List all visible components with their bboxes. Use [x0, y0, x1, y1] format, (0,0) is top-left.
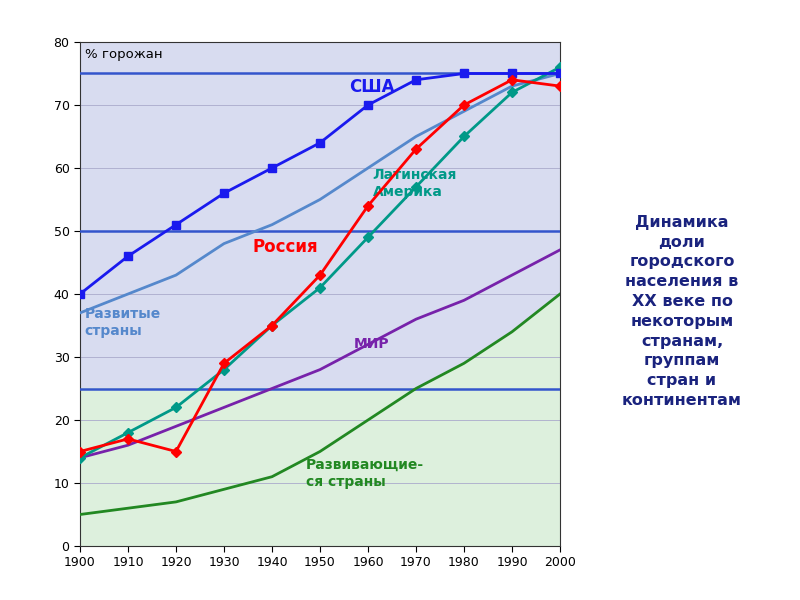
Text: Россия: Россия: [253, 238, 318, 256]
Text: Динамика
доли
городского
населения в
XX веке по
некоторым
странам,
группам
стран: Динамика доли городского населения в XX …: [622, 215, 742, 408]
Text: МИР: МИР: [354, 337, 390, 350]
Text: Развитые
страны: Развитые страны: [85, 307, 161, 338]
Text: США: США: [349, 77, 394, 95]
Text: Развивающие-
ся страны: Развивающие- ся страны: [306, 458, 424, 490]
Text: Латинская
Америка: Латинская Америка: [373, 168, 457, 199]
Text: Геоурбанистика: Геоурбанистика: [598, 13, 766, 32]
Text: % горожан: % горожан: [85, 48, 162, 61]
